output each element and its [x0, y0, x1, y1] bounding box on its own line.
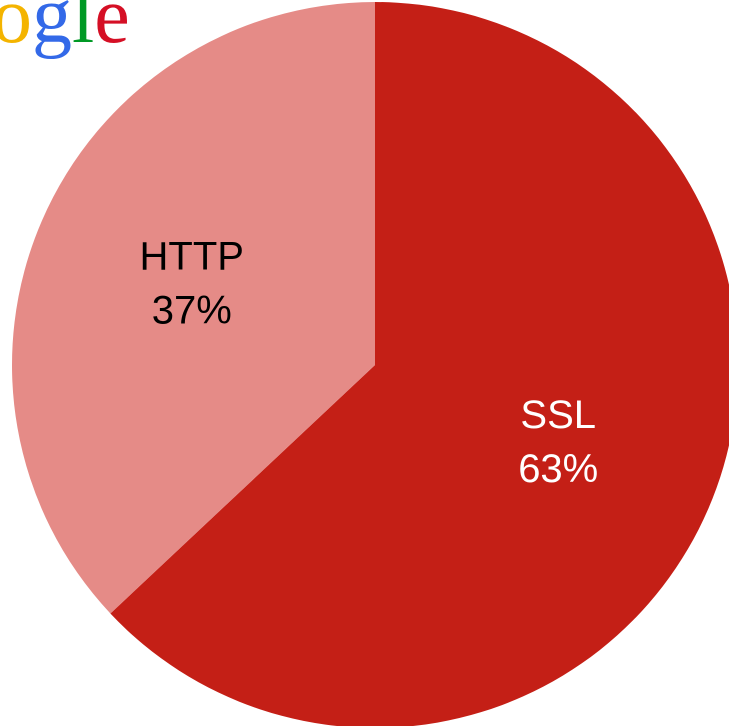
pie-slice: [110, 2, 729, 726]
pie-slice: [11, 1, 376, 614]
logo: ogle: [0, 0, 130, 60]
slice-category-label: SSL: [520, 393, 596, 437]
slice-value-label: 63%: [518, 447, 598, 491]
slice-value-label: 37%: [152, 288, 232, 332]
slice-category-label: HTTP: [140, 234, 244, 278]
